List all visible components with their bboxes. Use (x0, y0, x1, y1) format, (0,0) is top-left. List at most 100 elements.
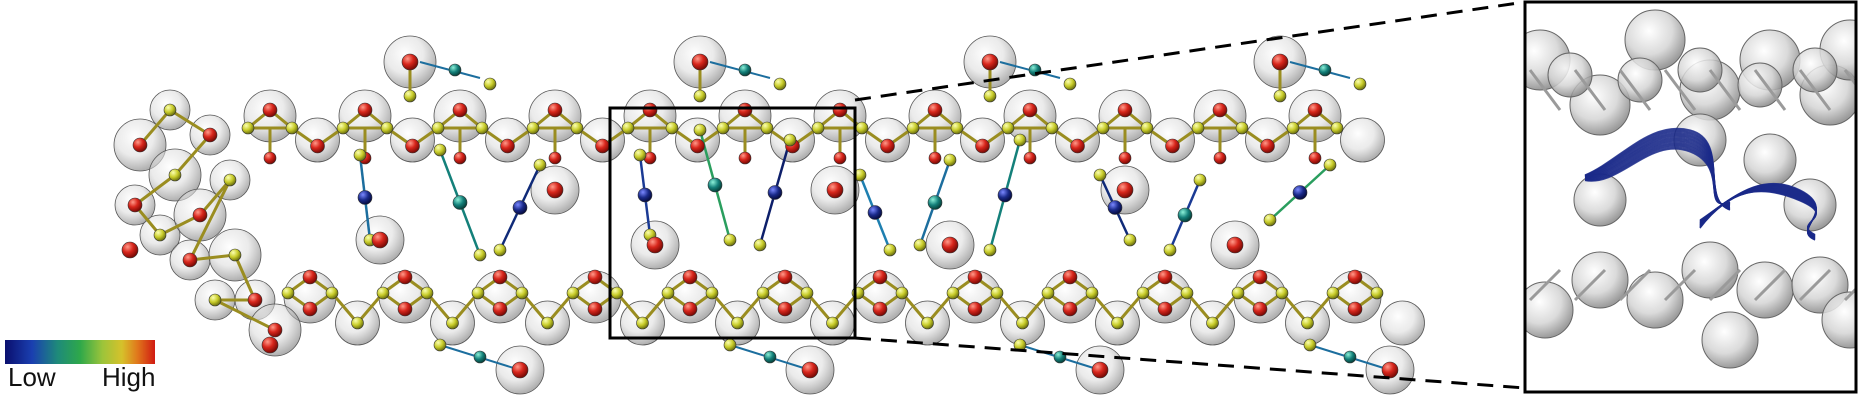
atom (967, 269, 983, 285)
inset-density-shell (1617, 57, 1663, 103)
atom (353, 148, 367, 162)
inset-bond (1663, 69, 1697, 111)
atom (357, 102, 373, 118)
zoom-line-top (854, 0, 1526, 102)
atom (705, 286, 719, 300)
atom (403, 89, 417, 103)
atom (1353, 77, 1367, 91)
atom (1303, 338, 1317, 352)
bond (134, 173, 176, 207)
atom (690, 138, 705, 154)
atom (310, 138, 325, 154)
bond (173, 134, 212, 176)
atom (357, 190, 373, 205)
atom (737, 102, 753, 118)
atom (492, 269, 508, 285)
atom (1177, 207, 1193, 223)
atom (433, 143, 447, 157)
bond (214, 298, 276, 332)
atom (587, 269, 603, 285)
atom (800, 286, 814, 300)
atom (927, 102, 943, 118)
atom (682, 269, 698, 285)
bond (189, 253, 236, 262)
atom (302, 269, 318, 285)
atom (1116, 181, 1134, 199)
bond (138, 109, 172, 146)
atom (448, 63, 462, 77)
atom (261, 336, 279, 354)
inset-density-shell (1525, 281, 1574, 339)
atom (975, 138, 990, 154)
atom (1347, 301, 1363, 317)
atom (833, 151, 847, 165)
atom (1107, 200, 1123, 215)
inset-bond (1798, 268, 1832, 302)
atom (665, 121, 679, 135)
atom (990, 286, 1004, 300)
atom (731, 316, 744, 330)
atom (182, 252, 198, 268)
bond (805, 292, 834, 324)
atom (983, 89, 997, 103)
atom (515, 286, 529, 300)
atom (1323, 158, 1337, 172)
atom (621, 121, 635, 135)
inset-flux-line (1584, 148, 1731, 205)
atom (1193, 173, 1207, 187)
bond (1116, 292, 1145, 324)
atom (446, 316, 459, 330)
inset-bond (1528, 268, 1562, 302)
bond (926, 292, 955, 324)
atom (1180, 286, 1194, 300)
atom (153, 228, 167, 242)
atom (723, 338, 737, 352)
atom (777, 269, 793, 285)
atom (1301, 316, 1314, 330)
selection-box (608, 106, 857, 340)
atom (1140, 121, 1154, 135)
atom (826, 316, 839, 330)
atom (913, 238, 927, 252)
bond (169, 108, 211, 137)
atom (202, 127, 218, 143)
bond (356, 292, 385, 324)
atom (566, 286, 580, 300)
atom (492, 301, 508, 317)
atom (867, 205, 883, 220)
atom (336, 121, 350, 135)
atom (371, 231, 389, 249)
atom (241, 121, 255, 135)
bond (641, 292, 670, 324)
bond (159, 213, 201, 237)
atom (325, 286, 339, 300)
atom (997, 187, 1013, 203)
inset-bond (1573, 69, 1607, 111)
atom (642, 102, 658, 118)
inset-density-shell (1677, 47, 1723, 93)
zoom-line-bottom (854, 336, 1526, 390)
atom (756, 286, 770, 300)
atom (763, 350, 777, 364)
inset-bond (1708, 268, 1742, 302)
atom (262, 102, 278, 118)
atom (397, 269, 413, 285)
atom (1370, 286, 1384, 300)
atom (1271, 53, 1289, 71)
bond (1021, 292, 1050, 324)
atom (906, 121, 920, 135)
atom (1063, 77, 1077, 91)
bond (1211, 292, 1240, 324)
atom (946, 286, 960, 300)
atom (483, 77, 497, 91)
atom (981, 53, 999, 71)
atom (801, 361, 819, 379)
atom (1326, 286, 1340, 300)
atom (1307, 102, 1323, 118)
atom (452, 195, 468, 210)
atom (420, 286, 434, 300)
bond (1090, 292, 1119, 324)
atom (1041, 286, 1055, 300)
atom (533, 158, 547, 172)
atom (637, 187, 653, 203)
